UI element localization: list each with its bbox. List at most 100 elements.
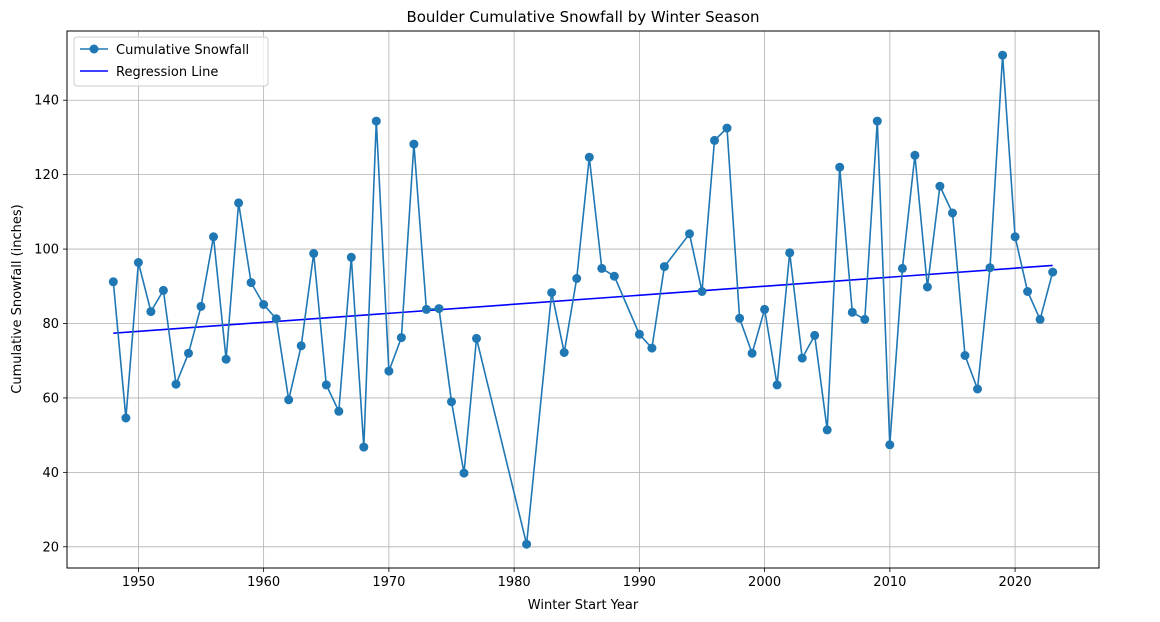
snowfall-point xyxy=(609,271,619,281)
snowfall-point xyxy=(847,307,857,317)
x-tick-label: 2010 xyxy=(873,575,906,590)
snowfall-point xyxy=(659,262,669,272)
snowfall-point xyxy=(359,442,369,452)
legend-marker-snowfall xyxy=(89,44,99,54)
snowfall-point xyxy=(760,304,770,314)
snowfall-point xyxy=(209,232,218,242)
snowfall-point xyxy=(973,384,982,394)
x-tick-label: 1990 xyxy=(623,575,656,590)
x-axis-title: Winter Start Year xyxy=(528,598,639,613)
y-axis-title: Cumulative Snowfall (inches) xyxy=(10,204,25,393)
y-axis: 20 40 60 80 100 120 140 xyxy=(34,94,67,555)
snowfall-point xyxy=(1048,267,1058,277)
regression-series xyxy=(113,264,1053,334)
snowfall-point xyxy=(860,314,870,324)
snowfall-point xyxy=(522,539,532,549)
snowfall-point xyxy=(910,150,920,160)
y-tick-label: 140 xyxy=(34,94,59,109)
snowfall-point xyxy=(948,208,957,218)
snowfall-point xyxy=(121,413,131,423)
x-tick-label: 1960 xyxy=(247,575,280,590)
snowfall-point xyxy=(697,287,707,296)
x-tick-label: 1970 xyxy=(372,575,405,590)
snowfall-point xyxy=(246,278,256,288)
snowfall-point xyxy=(897,263,907,273)
snowfall-point xyxy=(472,333,481,343)
snowfall-point xyxy=(1035,314,1045,324)
snowfall-point xyxy=(133,258,143,267)
snowfall-point xyxy=(872,116,882,126)
snowfall-point xyxy=(171,379,181,389)
snowfall-point xyxy=(221,354,231,364)
y-tick-label: 80 xyxy=(42,317,59,332)
snowfall-point xyxy=(722,123,732,133)
snowfall-point xyxy=(785,248,795,258)
snowfall-point xyxy=(634,329,644,339)
snowfall-point xyxy=(772,380,782,390)
snowfall-point xyxy=(321,380,331,390)
snowfall-point xyxy=(584,152,594,162)
x-tick-label: 2000 xyxy=(748,575,781,590)
snowfall-point xyxy=(685,229,694,239)
snowfall-point xyxy=(284,395,294,405)
snowfall-point xyxy=(146,307,156,317)
plot-frame xyxy=(66,30,1100,569)
snowfall-point xyxy=(960,351,970,360)
snowfall-point xyxy=(459,468,469,478)
snowfall-point xyxy=(196,301,206,311)
snowfall-point xyxy=(309,249,319,258)
snowfall-point xyxy=(885,440,895,450)
snowfall-point xyxy=(409,139,419,149)
snowfall-point xyxy=(647,343,657,353)
snowfall-point xyxy=(710,135,719,145)
snowfall-point xyxy=(421,304,431,314)
regression-line xyxy=(113,264,1053,334)
x-tick-label: 2020 xyxy=(999,575,1032,590)
snowfall-point xyxy=(735,313,745,323)
snowfall-point xyxy=(547,288,557,298)
snowfall-point xyxy=(1010,232,1020,242)
x-axis: 1950 1960 1970 1980 1990 2000 2010 2020 xyxy=(122,568,1032,590)
snowfall-point xyxy=(296,341,306,351)
snowfall-point xyxy=(334,406,344,416)
snowfall-point xyxy=(234,198,244,208)
x-tick-label: 1950 xyxy=(122,575,155,590)
snowfall-point xyxy=(797,353,807,363)
snowfall-point xyxy=(922,282,932,292)
snowfall-point xyxy=(158,285,168,295)
y-tick-label: 40 xyxy=(42,466,59,481)
snowfall-point xyxy=(810,330,820,340)
x-tick-label: 1980 xyxy=(498,575,531,590)
legend-label-snowfall: Cumulative Snowfall xyxy=(116,43,249,58)
snowfall-point xyxy=(747,348,757,358)
snowfall-point xyxy=(184,348,193,358)
snowfall-point xyxy=(822,425,832,435)
y-tick-label: 100 xyxy=(34,243,59,258)
chart-title: Boulder Cumulative Snowfall by Winter Se… xyxy=(406,8,759,26)
snowfall-line xyxy=(112,55,1054,545)
snowfall-point xyxy=(384,366,394,376)
snowfall-point xyxy=(985,263,995,273)
y-tick-label: 60 xyxy=(42,391,59,406)
snowfall-point xyxy=(998,50,1008,60)
snowfall-point xyxy=(271,314,281,324)
snowfall-point xyxy=(108,277,118,287)
snowfall-series xyxy=(108,50,1058,549)
snowfall-point xyxy=(447,397,456,407)
snowfall-point xyxy=(559,348,569,357)
snowfall-point xyxy=(935,181,945,191)
y-tick-label: 20 xyxy=(42,540,59,555)
y-tick-label: 120 xyxy=(34,168,59,183)
legend-box xyxy=(73,36,269,87)
snowfall-point xyxy=(597,263,607,273)
snowfall-point xyxy=(396,333,406,343)
snowfall-point xyxy=(434,304,444,314)
snowfall-point xyxy=(835,162,845,172)
snowfall-point xyxy=(1023,287,1033,296)
snowfall-point xyxy=(346,252,356,262)
legend-label-regression: Regression Line xyxy=(116,65,218,80)
snowfall-point xyxy=(572,274,582,283)
snowfall-point xyxy=(371,116,381,126)
